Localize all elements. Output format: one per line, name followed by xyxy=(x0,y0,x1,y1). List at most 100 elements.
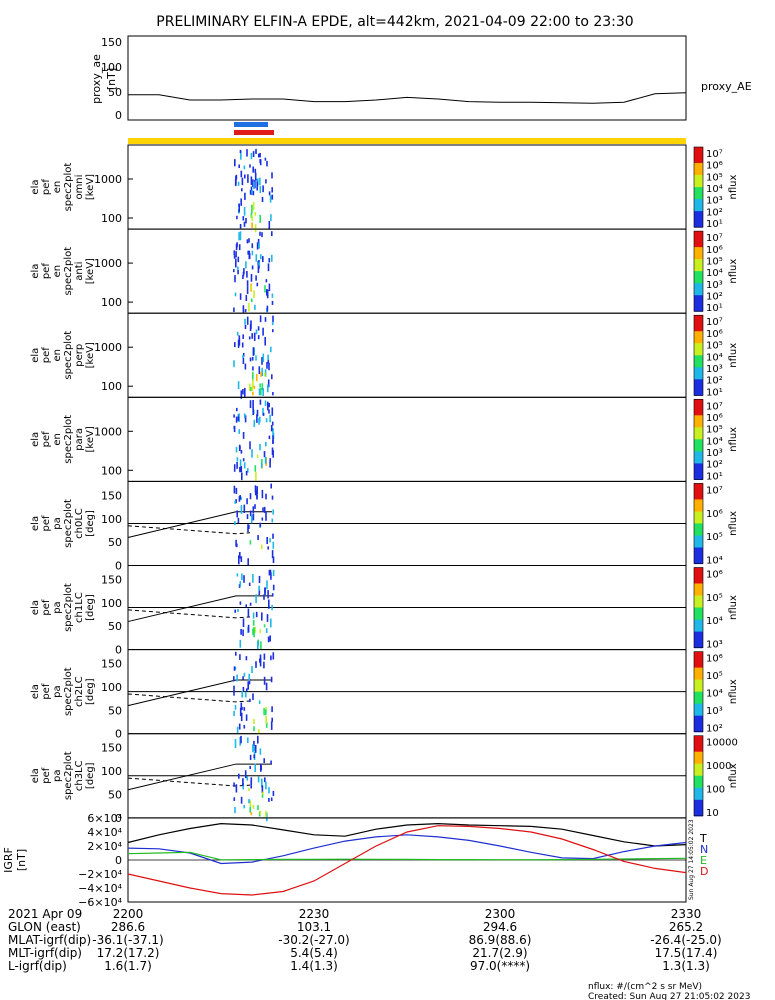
spectrogram-cell xyxy=(263,653,266,660)
ae-ytick: 100 xyxy=(101,61,122,74)
spectrogram-cell xyxy=(271,605,273,611)
colorbar-segment xyxy=(694,447,703,450)
spectrogram-cell xyxy=(259,315,262,323)
spectrogram-cell xyxy=(271,421,274,426)
colorbar-tick: 10⁵ xyxy=(706,671,723,682)
footer-created: Created: Sun Aug 27 21:05:02 2023 xyxy=(588,992,750,1000)
spectrogram-cell xyxy=(263,661,265,669)
colorbar-segment xyxy=(694,539,703,543)
spectrogram-cell xyxy=(240,712,243,722)
colorbar-segment xyxy=(694,299,703,302)
spectrogram-cell xyxy=(263,506,266,513)
colorbar-segment xyxy=(694,301,703,304)
spectrogram-cell xyxy=(244,192,246,200)
colorbar-segment xyxy=(694,745,703,749)
figure-title: PRELIMINARY ELFIN-A EPDE, alt=442km, 202… xyxy=(156,14,633,30)
spectrogram-cell xyxy=(271,321,274,326)
spectrogram-cell xyxy=(254,504,256,509)
spectrogram-cell xyxy=(242,275,244,280)
spectrogram-cell xyxy=(240,390,243,399)
spectrogram-cell xyxy=(261,612,263,621)
spectrogram-cell xyxy=(251,387,253,392)
spectrogram-cell xyxy=(268,258,271,263)
spectrogram-cell xyxy=(248,250,251,260)
spectrogram-cell xyxy=(262,185,264,193)
panel-ylabel: ela xyxy=(30,432,41,447)
spectrogram-cell xyxy=(267,590,269,599)
colorbar-segment xyxy=(694,209,703,212)
colorbar-segment xyxy=(694,759,703,763)
ephemeris-value: 2330 xyxy=(671,907,702,921)
colorbar-tick: 10⁴ xyxy=(706,689,723,700)
colorbar-tick: 10³ xyxy=(706,706,723,717)
colorbar-segment xyxy=(694,679,703,683)
panel-ylabel: [keV] xyxy=(85,174,96,200)
spectrogram-cell xyxy=(242,629,244,637)
pitch-angle-panel-1: ela pef pa spec2plot ch1LC [deg] 150 100 50 0 10⁶ 1… xyxy=(30,565,739,657)
colorbar-segment xyxy=(694,703,703,707)
spectrogram-cell xyxy=(266,305,269,312)
colorbar-segment xyxy=(694,709,703,713)
spectrogram-cell xyxy=(252,190,255,196)
colorbar-segment xyxy=(694,399,703,402)
spectrogram-cell xyxy=(268,599,270,607)
colorbar-segment xyxy=(694,355,703,358)
spectrogram-cell xyxy=(233,666,236,671)
spectrogram-cell xyxy=(241,690,243,698)
colorbar-segment xyxy=(694,337,703,340)
spectrogram-cell xyxy=(255,355,257,361)
colorbar-unit: nflux xyxy=(728,259,739,284)
colorbar-segment xyxy=(694,351,703,354)
spectrogram-cell xyxy=(267,401,269,411)
panel-ylabel: ela xyxy=(30,348,41,363)
spectrogram-cell xyxy=(241,472,243,481)
colorbar-segment xyxy=(694,581,703,585)
colorbar-segment xyxy=(694,779,703,783)
panel-ylabel: perp xyxy=(74,344,85,367)
spectrogram-cell xyxy=(238,429,240,434)
spectrogram-cell xyxy=(256,242,259,250)
spectrogram-cell xyxy=(242,687,245,691)
spectrogram-cell xyxy=(249,800,252,807)
spectrogram-cell xyxy=(272,435,274,444)
colorbar-segment xyxy=(694,373,703,376)
spectrogram-cell xyxy=(252,804,255,809)
ephemeris-value: -26.4(-25.0) xyxy=(650,933,721,947)
igrf-legend-T: T xyxy=(699,832,707,845)
spectrogram-cell xyxy=(252,166,254,173)
spectrogram-cell xyxy=(244,324,247,329)
spectrogram-cell xyxy=(258,575,261,584)
spectrogram-cell xyxy=(257,735,259,744)
colorbar-segment xyxy=(694,433,703,436)
panel-ytick: 1000 xyxy=(94,425,122,438)
colorbar-segment xyxy=(694,715,703,719)
colorbar-segment xyxy=(694,163,703,166)
colorbar-segment xyxy=(694,147,703,150)
colorbar-segment xyxy=(694,769,703,773)
panel-ytick: 0 xyxy=(115,560,122,573)
colorbar-segment xyxy=(694,619,703,623)
spectrogram-cell xyxy=(241,177,244,186)
spectrogram-cell xyxy=(243,672,246,677)
colorbar-segment xyxy=(694,765,703,769)
spectrogram-cell xyxy=(259,416,261,423)
spectrogram-cell xyxy=(244,770,247,779)
colorbar-tick: 10⁴ xyxy=(706,556,723,567)
colorbar-tick: 10⁷ xyxy=(706,485,723,496)
spectrogram-cell xyxy=(262,407,264,416)
panel-ylabel: [keV] xyxy=(85,426,96,452)
spectrogram-cell xyxy=(267,354,269,361)
spectrogram-cell xyxy=(240,556,243,562)
spectrogram-cell xyxy=(249,806,251,813)
spectrogram-cell xyxy=(245,217,247,224)
spectrogram-cell xyxy=(259,214,261,223)
colorbar-segment xyxy=(694,439,703,442)
colorbar-segment xyxy=(694,461,703,464)
colorbar-segment xyxy=(694,379,703,382)
spectrogram-cell xyxy=(233,797,236,801)
colorbar-segment xyxy=(694,221,703,224)
spectrogram-cell xyxy=(261,785,264,794)
spectrogram-cell xyxy=(262,256,264,263)
spectrogram-cell xyxy=(251,333,253,339)
colorbar-tick: 10⁵ xyxy=(706,425,723,436)
